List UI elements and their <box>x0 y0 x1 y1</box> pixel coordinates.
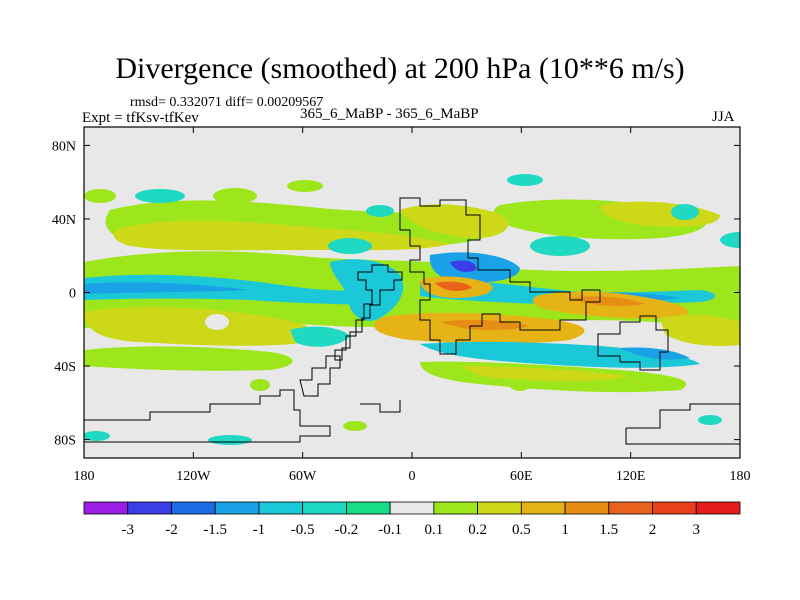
x-tick-label: 180 <box>730 469 751 484</box>
colorbar-swatch <box>345 501 391 515</box>
colorbar-swatch <box>652 501 697 515</box>
outline-antarctica-east-2 <box>625 428 740 445</box>
chart-title: Divergence (smoothed) at 200 hPa (10**6 … <box>115 52 685 85</box>
colorbar-label: 1 <box>561 522 569 538</box>
x-tick-label: 120E <box>616 469 646 484</box>
blob-south-hole <box>205 314 229 330</box>
experiment-label: Expt = tfKsv-tfKev <box>82 110 199 126</box>
x-tick-label: 120W <box>176 469 211 484</box>
blob-south-6 <box>84 431 110 441</box>
colorbar-swatch <box>214 501 260 515</box>
colorbar-swatch <box>520 501 566 515</box>
patch-sh-west-teal <box>290 326 350 347</box>
patch-sh-west-green <box>84 346 293 371</box>
blob-north-10 <box>328 238 372 254</box>
blob-south-1 <box>343 421 367 431</box>
colorbar-swatch <box>389 501 435 515</box>
blob-north-6 <box>507 174 543 186</box>
x-tick-label: 0 <box>409 469 416 484</box>
outline-antarctica-east <box>626 403 740 429</box>
outline-australia <box>597 315 669 371</box>
band-sh-blue <box>420 341 700 368</box>
runs-label: 365_6_MaBP - 365_6_MaBP <box>300 106 479 122</box>
blob-north-4 <box>287 180 323 192</box>
colorbar-label: -0.1 <box>378 522 402 538</box>
colorbar-label: -0.2 <box>335 522 359 538</box>
blob-north-1 <box>213 188 257 204</box>
stats-label: rmsd= 0.332071 diff= 0.00209567 <box>130 95 324 110</box>
colorbar-swatch <box>258 501 304 515</box>
y-tick-label: 40S <box>54 360 76 375</box>
x-tick-label: 60E <box>510 469 533 484</box>
coastlines <box>84 197 740 445</box>
colorbar-swatch <box>83 501 129 515</box>
colorbar-swatch <box>302 501 347 515</box>
patch-africa-red <box>435 281 472 291</box>
band-tropical-blue-west-core <box>84 282 250 294</box>
y-tick-label: 0 <box>69 287 76 302</box>
patch-sh-west-yellow <box>84 306 317 346</box>
colorbar-label: 0.1 <box>424 522 443 538</box>
season-label: JJA <box>712 109 735 125</box>
colorbar-label: -2 <box>165 522 178 538</box>
blob-south-4 <box>698 415 722 425</box>
colorbar-swatch <box>433 501 479 515</box>
colorbar-swatch <box>171 501 216 515</box>
colorbar-swatch <box>608 501 653 515</box>
band-sh-yellow <box>460 366 630 382</box>
outline-antarctica-west <box>84 389 331 443</box>
colorbar-label: 0.5 <box>512 522 531 538</box>
patch-africa-deepblue <box>450 260 477 272</box>
colorbar-swatch <box>127 501 172 515</box>
colorbar: -3 -2 -1.5 -1 -0.5 -0.2 -0.1 0.1 0.2 0.5 1 1.5 2 3 <box>83 501 741 538</box>
y-tick-label: 80S <box>54 434 76 449</box>
colorbar-swatch <box>564 501 610 515</box>
y-tick-label: 80N <box>52 139 76 154</box>
blob-north-2 <box>135 189 185 203</box>
blob-north-9 <box>530 236 590 256</box>
blob-north-7 <box>671 204 699 220</box>
blob-south-5 <box>250 379 270 391</box>
colorbar-label: 1.5 <box>599 522 618 538</box>
colorbar-swatch <box>477 501 522 515</box>
band-sh-blue-core <box>620 347 690 360</box>
patch-east-pacific-yellow <box>660 315 740 346</box>
colorbar-swatch <box>695 501 741 515</box>
colorbar-label: 3 <box>693 522 701 538</box>
outline-americas <box>334 264 403 361</box>
blob-north-8 <box>720 232 740 248</box>
outline-antarctica-mid <box>360 400 401 413</box>
blob-south-2 <box>208 435 252 445</box>
blob-north-5 <box>366 205 394 217</box>
blob-south-3 <box>510 381 530 391</box>
outline-south-tip <box>299 355 341 397</box>
colorbar-label: -1 <box>253 522 266 538</box>
patch-indian-darkorange <box>570 296 645 306</box>
patch-nh-yellow-2 <box>400 204 509 239</box>
axes-layer: 180 120W 60W 0 60E 120E 180 80N 40N 0 40S 80S <box>52 127 751 484</box>
x-tick-label: 60W <box>289 469 317 484</box>
x-tick-label: 180 <box>74 469 95 484</box>
colorbar-label: 0.2 <box>468 522 487 538</box>
y-tick-label: 40N <box>52 213 76 228</box>
colorbar-label: 2 <box>649 522 657 538</box>
colorbar-label: -1.5 <box>203 522 227 538</box>
colorbar-label: -0.5 <box>291 522 315 538</box>
outline-africa-eurasia <box>399 197 601 355</box>
colorbar-label: -3 <box>121 522 134 538</box>
blob-north-3 <box>84 189 116 203</box>
